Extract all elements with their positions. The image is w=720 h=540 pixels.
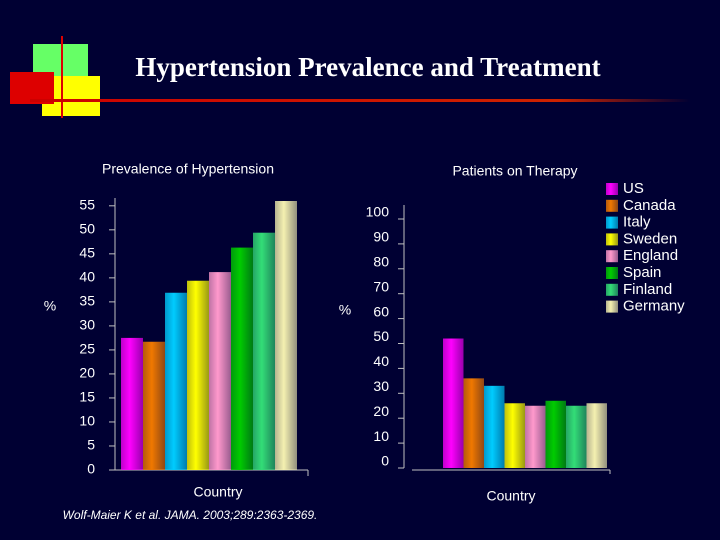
y-tick-label: 10 xyxy=(373,428,389,444)
x-axis-label: Country xyxy=(193,484,242,500)
y-tick-label: 40 xyxy=(373,353,389,369)
legend-swatch xyxy=(606,250,618,263)
bar xyxy=(143,341,165,470)
chart-title: Prevalence of Hypertension xyxy=(102,161,274,177)
y-tick-label: 0 xyxy=(381,453,389,469)
bar xyxy=(463,378,484,468)
bar xyxy=(586,403,607,468)
legend-label: England xyxy=(623,247,678,264)
y-tick-label: 0 xyxy=(87,461,95,477)
bar xyxy=(121,337,143,470)
legend-label: Finland xyxy=(623,281,672,298)
y-tick-label: 45 xyxy=(79,245,95,261)
bar xyxy=(525,405,546,468)
slide-title: Hypertension Prevalence and Treatment xyxy=(135,52,600,82)
legend-label: Canada xyxy=(623,197,676,214)
y-axis-label: % xyxy=(339,302,351,318)
legend-label: Sweden xyxy=(623,230,677,247)
legend-swatch xyxy=(606,283,618,296)
legend-swatch xyxy=(606,300,618,313)
title-rule xyxy=(30,99,690,102)
legend-label: Spain xyxy=(623,264,661,281)
y-tick-label: 90 xyxy=(373,229,389,245)
legend-swatch xyxy=(606,267,618,279)
y-tick-label: 100 xyxy=(366,204,390,220)
y-tick-label: 70 xyxy=(373,278,389,294)
bar xyxy=(209,272,231,470)
bar xyxy=(187,280,209,470)
legend-label: Italy xyxy=(623,214,651,231)
legend-swatch xyxy=(606,216,618,229)
y-tick-label: 55 xyxy=(79,197,95,213)
y-tick-label: 10 xyxy=(79,413,95,429)
legend-label: US xyxy=(623,180,644,197)
y-tick-label: 40 xyxy=(79,269,95,285)
bar xyxy=(253,232,275,470)
y-tick-label: 15 xyxy=(79,389,95,405)
y-tick-label: 30 xyxy=(373,378,389,394)
bar xyxy=(484,385,505,468)
x-axis-label: Country xyxy=(486,488,535,504)
bar xyxy=(275,201,297,470)
y-tick-label: 5 xyxy=(87,437,95,453)
y-tick-label: 80 xyxy=(373,254,389,270)
bar xyxy=(504,403,525,468)
y-axis-label: % xyxy=(44,298,56,314)
y-tick-label: 50 xyxy=(373,328,389,344)
bar xyxy=(165,292,187,470)
y-tick-label: 20 xyxy=(373,403,389,419)
y-tick-label: 35 xyxy=(79,293,95,309)
y-tick-label: 60 xyxy=(373,303,389,319)
y-tick-label: 25 xyxy=(79,341,95,357)
y-tick-label: 50 xyxy=(79,221,95,237)
y-tick-label: 20 xyxy=(79,365,95,381)
legend-label: Germany xyxy=(623,298,685,315)
legend-swatch xyxy=(606,199,618,212)
legend-swatch xyxy=(606,183,618,195)
y-tick-label: 30 xyxy=(79,317,95,333)
decor-square xyxy=(10,72,54,104)
chart-title: Patients on Therapy xyxy=(452,163,577,179)
legend-swatch xyxy=(606,233,618,246)
bar xyxy=(443,338,464,468)
bar xyxy=(545,400,566,468)
bar xyxy=(566,405,587,468)
source: Wolf-Maier K et al. JAMA. 2003;289:2363-… xyxy=(63,508,318,522)
bar xyxy=(231,247,253,470)
